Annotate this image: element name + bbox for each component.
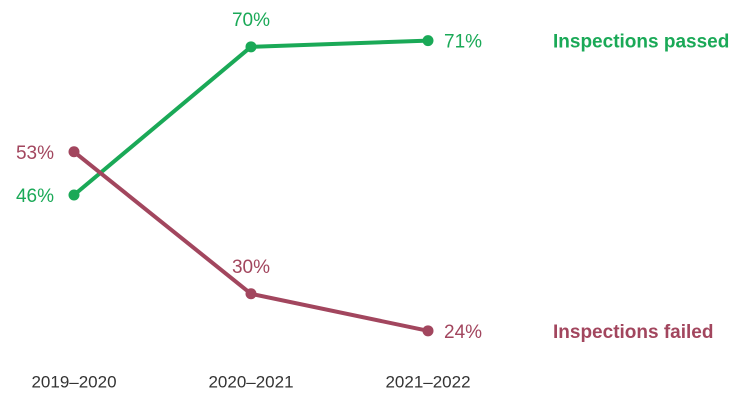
x-category-label: 2019–2020 <box>31 372 116 391</box>
series-line <box>72 150 429 333</box>
value-label: 24% <box>444 322 482 343</box>
value-label: 71% <box>444 32 482 53</box>
point <box>68 146 80 158</box>
value-label: 46% <box>16 186 54 207</box>
value-label: 70% <box>232 10 270 31</box>
value-label: 53% <box>16 143 54 164</box>
point <box>68 189 80 201</box>
point <box>422 35 434 47</box>
point <box>422 325 434 337</box>
legend-label: Inspections passed <box>553 32 729 53</box>
x-category-label: 2021–2022 <box>385 372 470 391</box>
point <box>245 288 257 300</box>
series-line <box>72 38 429 197</box>
value-label: 30% <box>232 257 270 278</box>
legend-label: Inspections failed <box>553 322 713 343</box>
x-category-label: 2020–2021 <box>208 372 293 391</box>
point <box>245 41 257 53</box>
